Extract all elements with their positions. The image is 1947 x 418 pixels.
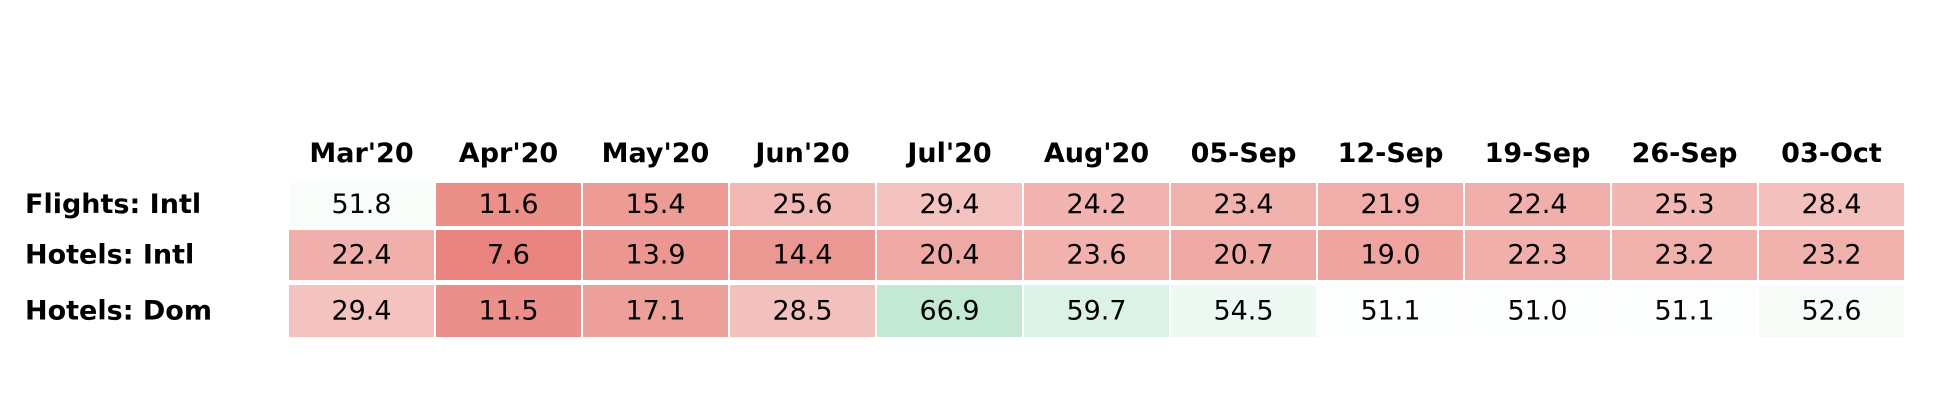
column-headers: Mar'20 Apr'20 May'20 Jun'20 Jul'20 Aug'20 05-S… — [309, 138, 1882, 169]
column-header: 12-Sep — [1338, 138, 1444, 169]
heatmap-cell — [289, 230, 434, 280]
cell-value-label: 15.4 — [625, 189, 685, 220]
heatmap-cell — [1024, 183, 1169, 226]
heatmap-cell — [1318, 230, 1463, 280]
column-header: 05-Sep — [1191, 138, 1297, 169]
cell-value-label: 11.5 — [478, 296, 538, 327]
heatmap-cell — [1612, 230, 1757, 280]
cell-value-label: 22.4 — [1507, 189, 1567, 220]
heatmap-cell — [730, 285, 875, 337]
cell-value-label: 22.4 — [331, 240, 391, 271]
cell-value-label: 23.4 — [1213, 189, 1273, 220]
heatmap-cell — [289, 285, 434, 337]
heatmap-cell — [730, 183, 875, 226]
cell-value-label: 22.3 — [1507, 240, 1567, 271]
heatmap-cell — [583, 230, 728, 280]
row-label: Hotels: Intl — [25, 240, 194, 271]
heatmap-cell — [1318, 285, 1463, 337]
heatmap-cell — [1612, 285, 1757, 337]
cell-value-label: 23.2 — [1801, 240, 1861, 271]
heatmap-cell — [877, 230, 1022, 280]
heatmap-cell — [1759, 183, 1904, 226]
cell-value-label: 21.9 — [1360, 189, 1420, 220]
heatmap-cell — [1171, 285, 1316, 337]
cell-value-label: 51.1 — [1360, 296, 1420, 327]
column-header: 19-Sep — [1485, 138, 1591, 169]
heatmap-cell — [1171, 230, 1316, 280]
heatmap-cell — [1759, 285, 1904, 337]
column-header: Jul'20 — [905, 138, 991, 169]
heatmap-cell — [1318, 183, 1463, 226]
cell-value-label: 23.6 — [1066, 240, 1126, 271]
heatmap-cell — [1759, 230, 1904, 280]
heatmap-cell — [436, 183, 581, 226]
heatmap-cell — [1171, 183, 1316, 226]
row-labels: Flights: Intl Hotels: Intl Hotels: Dom — [25, 189, 212, 327]
cell-value-label: 25.6 — [772, 189, 832, 220]
heatmap-cell — [877, 285, 1022, 337]
heatmap-cell — [877, 183, 1022, 226]
heatmap-cell — [583, 285, 728, 337]
heatmap-cell — [1465, 183, 1610, 226]
cell-value-label: 23.2 — [1654, 240, 1714, 271]
heatmap-cell — [1024, 230, 1169, 280]
column-header: Apr'20 — [459, 138, 558, 169]
cell-value-label: 66.9 — [919, 296, 979, 327]
heatmap-cell — [436, 285, 581, 337]
cell-value-label: 29.4 — [919, 189, 979, 220]
heatmap-cell — [289, 183, 434, 226]
column-header: Jun'20 — [753, 138, 849, 169]
column-header: 26-Sep — [1632, 138, 1738, 169]
heatmap-cell — [730, 230, 875, 280]
cell-value-label: 19.0 — [1360, 240, 1420, 271]
cell-value-label: 28.5 — [772, 296, 832, 327]
heatmap-cells: 51.8 11.6 15.4 25.6 29.4 24.2 23.4 21.9 22.4 25.3… — [289, 183, 1904, 337]
row-label: Hotels: Dom — [25, 296, 212, 327]
cell-value-label: 11.6 — [478, 189, 538, 220]
cell-value-label: 20.4 — [919, 240, 979, 271]
cell-value-label: 51.0 — [1507, 296, 1567, 327]
cell-value-label: 25.3 — [1654, 189, 1714, 220]
cell-value-label: 52.6 — [1801, 296, 1861, 327]
cell-value-label: 17.1 — [625, 296, 685, 327]
column-header: 03-Oct — [1781, 138, 1882, 169]
row-label: Flights: Intl — [25, 189, 201, 220]
heatmap-cell — [1612, 183, 1757, 226]
cell-value-label: 29.4 — [331, 296, 391, 327]
column-header: Mar'20 — [309, 138, 413, 169]
cell-value-label: 54.5 — [1213, 296, 1273, 327]
cell-value-label: 14.4 — [772, 240, 832, 271]
heatmap-cell — [583, 183, 728, 226]
heatmap-cell — [1024, 285, 1169, 337]
cell-value-label: 13.9 — [625, 240, 685, 271]
heatmap-cell — [1465, 285, 1610, 337]
cell-value-label: 7.6 — [487, 240, 530, 271]
column-header: May'20 — [602, 138, 710, 169]
cell-value-label: 28.4 — [1801, 189, 1861, 220]
cell-value-label: 59.7 — [1066, 296, 1126, 327]
cell-value-label: 24.2 — [1066, 189, 1126, 220]
cell-value-label: 51.8 — [331, 189, 391, 220]
cell-value-label: 51.1 — [1654, 296, 1714, 327]
heatmap-cell — [1465, 230, 1610, 280]
heatmap-cell — [436, 230, 581, 280]
cell-value-label: 20.7 — [1213, 240, 1273, 271]
column-header: Aug'20 — [1044, 138, 1149, 169]
